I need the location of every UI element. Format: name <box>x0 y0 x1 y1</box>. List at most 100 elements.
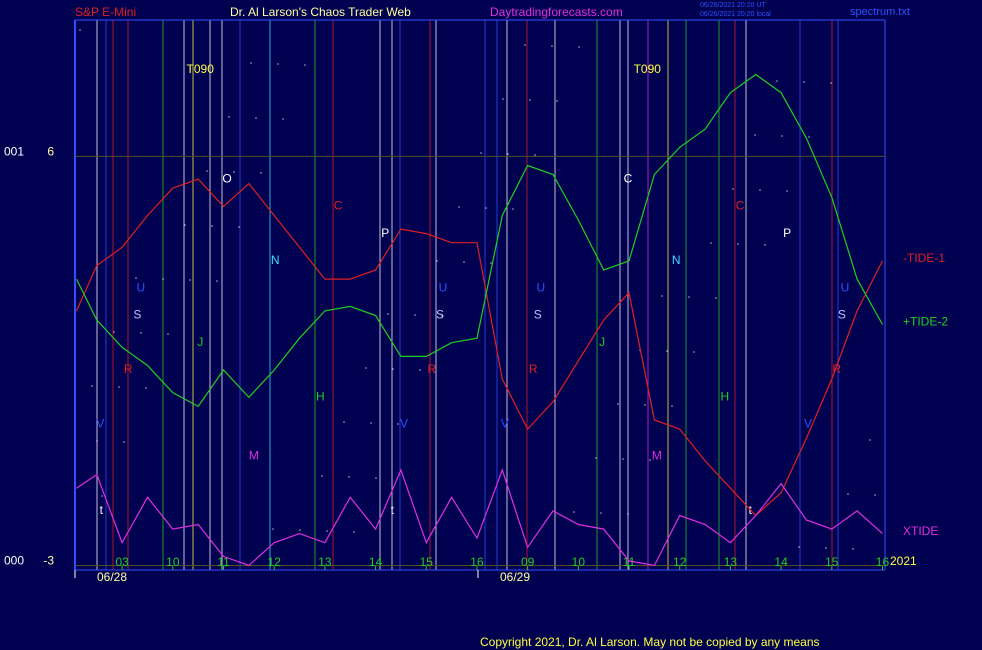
star-dot <box>529 99 531 101</box>
star-dot <box>118 386 120 388</box>
event-label: U <box>841 280 850 294</box>
x-tick-label: 12 <box>268 555 282 569</box>
star-dot <box>595 457 597 459</box>
star-dot <box>776 80 778 82</box>
event-label: J <box>197 335 203 349</box>
y-tick-label: 6 <box>47 145 54 159</box>
x-tick-label: 14 <box>369 555 383 569</box>
star-dot <box>299 529 301 531</box>
star-dot <box>764 244 766 246</box>
x-tick-label: 10 <box>572 555 586 569</box>
event-label: R <box>529 362 538 376</box>
star-dot <box>184 224 186 226</box>
star-dot <box>343 421 345 423</box>
event-label: T090 <box>634 62 662 76</box>
x-tick-label: 16 <box>470 555 484 569</box>
star-dot <box>524 44 526 46</box>
event-label: V <box>96 417 104 431</box>
star-dot <box>414 314 416 316</box>
star-dot <box>786 190 788 192</box>
star-dot <box>485 207 487 209</box>
star-dot <box>754 134 756 136</box>
star-dot <box>710 242 712 244</box>
event-label: V <box>501 417 509 431</box>
star-dot <box>135 277 137 279</box>
date-label: 06/28 <box>97 570 127 584</box>
star-dot <box>282 118 284 120</box>
event-label: T090 <box>187 62 215 76</box>
x-tick-label: 13 <box>318 555 332 569</box>
x-tick-label: 14 <box>774 555 788 569</box>
event-label: U <box>137 280 146 294</box>
legend-entry: +TIDE-2 <box>903 315 948 329</box>
x-tick-label: 16 <box>876 555 890 569</box>
star-dot <box>688 296 690 298</box>
year: 2021 <box>890 554 917 568</box>
star-dot <box>556 100 558 102</box>
star-dot <box>96 440 98 442</box>
event-label: N <box>672 253 681 267</box>
star-dot <box>759 189 761 191</box>
star-dot <box>145 387 147 389</box>
event-label: t <box>100 503 104 517</box>
legend-entry: XTIDE <box>903 524 938 538</box>
star-dot <box>781 135 783 137</box>
x-tick-label: 09 <box>521 555 535 569</box>
star-dot <box>353 531 355 533</box>
event-label: P <box>783 226 791 240</box>
star-dot <box>649 459 651 461</box>
star-dot <box>397 423 399 425</box>
star-dot <box>326 530 328 532</box>
event-label: N <box>271 253 280 267</box>
star-dot <box>830 82 832 84</box>
star-dot <box>162 278 164 280</box>
star-dot <box>693 351 695 353</box>
y-tick-label: -3 <box>43 554 54 568</box>
x-tick-label: 15 <box>420 555 434 569</box>
star-dot <box>375 477 377 479</box>
event-label: O <box>222 171 231 185</box>
x-tick-label: 03 <box>115 555 129 569</box>
star-dot <box>480 152 482 154</box>
star-dot <box>348 476 350 478</box>
star-dot <box>732 188 734 190</box>
star-dot <box>715 297 717 299</box>
star-dot <box>123 441 125 443</box>
star-dot <box>277 63 279 65</box>
star-dot <box>737 243 739 245</box>
star-dot <box>216 280 218 282</box>
star-dot <box>79 29 81 31</box>
star-dot <box>463 261 465 263</box>
event-label: R <box>124 362 133 376</box>
star-dot <box>250 62 252 64</box>
star-dot <box>436 260 438 262</box>
event-label: S <box>436 308 444 322</box>
timestamp: 06/26/2021 20:20 UT <box>700 2 766 9</box>
star-dot <box>551 45 553 47</box>
star-dot <box>189 279 191 281</box>
event-label: C <box>624 171 633 185</box>
star-dot <box>507 153 509 155</box>
star-dot <box>272 528 274 530</box>
star-dot <box>622 458 624 460</box>
star-dot <box>321 475 323 477</box>
star-dot <box>419 369 421 371</box>
chart-title: Dr. Al Larson's Chaos Trader Web <box>230 5 411 19</box>
star-dot <box>644 404 646 406</box>
star-dot <box>808 136 810 138</box>
event-label: C <box>736 199 745 213</box>
star-dot <box>206 170 208 172</box>
star-dot <box>512 208 514 210</box>
star-dot <box>91 385 93 387</box>
star-dot <box>666 350 668 352</box>
star-dot <box>874 494 876 496</box>
star-dot <box>600 512 602 514</box>
event-lines <box>79 20 876 570</box>
event-label: M <box>249 449 259 463</box>
x-tick-label: 12 <box>673 555 687 569</box>
x-tick-label: 13 <box>724 555 738 569</box>
star-dot <box>617 403 619 405</box>
event-label: R <box>833 362 842 376</box>
